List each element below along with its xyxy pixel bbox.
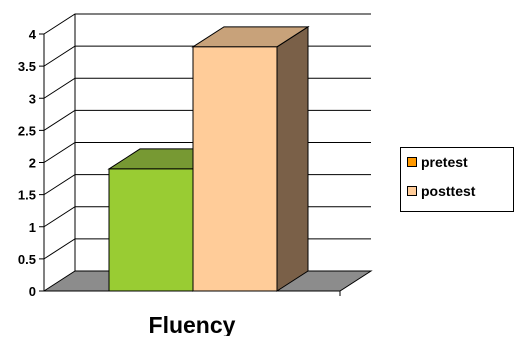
bar-front-pretest bbox=[108, 168, 194, 292]
y-tick-label: 4 bbox=[29, 27, 37, 42]
y-tick-label: 2 bbox=[29, 156, 36, 171]
y-tick-label: 0 bbox=[29, 284, 36, 299]
y-tick-label: 1.5 bbox=[18, 188, 36, 203]
y-tick-label: 2.5 bbox=[18, 123, 36, 138]
legend: pretest posttest bbox=[400, 147, 514, 212]
legend-label-pretest: pretest bbox=[421, 154, 468, 170]
bar-front-posttest bbox=[192, 46, 278, 292]
y-tick-label: 0.5 bbox=[18, 252, 36, 267]
y-tick-label: 3.5 bbox=[18, 59, 36, 74]
y-tick-label: 1 bbox=[29, 220, 36, 235]
gridline bbox=[43, 13, 371, 35]
y-tick-label: 3 bbox=[29, 91, 36, 106]
bar-posttest bbox=[191, 25, 310, 292]
legend-item-pretest: pretest bbox=[407, 153, 468, 171]
legend-swatch-posttest bbox=[407, 186, 417, 196]
legend-swatch-pretest bbox=[407, 157, 417, 167]
legend-item-posttest: posttest bbox=[407, 182, 475, 200]
x-category-label: Fluency bbox=[149, 312, 236, 336]
legend-label-posttest: posttest bbox=[421, 183, 476, 199]
bar-side-posttest bbox=[276, 25, 309, 292]
